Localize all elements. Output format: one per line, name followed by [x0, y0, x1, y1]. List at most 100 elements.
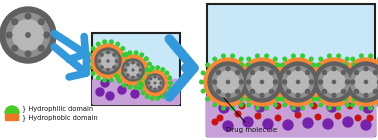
Circle shape — [127, 64, 129, 66]
Circle shape — [235, 89, 239, 93]
Circle shape — [115, 62, 118, 66]
Circle shape — [296, 93, 300, 97]
Circle shape — [283, 80, 287, 84]
Circle shape — [247, 103, 251, 107]
Text: } Hydrophobic domain: } Hydrophobic domain — [22, 115, 98, 121]
Circle shape — [44, 32, 50, 38]
Circle shape — [319, 57, 322, 61]
Circle shape — [351, 103, 355, 107]
Circle shape — [150, 96, 154, 100]
Circle shape — [6, 32, 12, 38]
Circle shape — [280, 63, 284, 67]
Circle shape — [126, 78, 134, 86]
Circle shape — [246, 97, 250, 101]
Circle shape — [39, 19, 44, 24]
Circle shape — [114, 68, 117, 72]
Circle shape — [255, 113, 261, 119]
Circle shape — [355, 71, 377, 93]
Circle shape — [260, 93, 264, 97]
Circle shape — [235, 71, 239, 75]
Circle shape — [12, 19, 17, 24]
Circle shape — [328, 106, 331, 110]
Circle shape — [145, 79, 148, 83]
Circle shape — [122, 53, 126, 57]
Circle shape — [103, 40, 107, 44]
Circle shape — [148, 74, 151, 78]
Circle shape — [291, 102, 301, 112]
Circle shape — [6, 13, 50, 57]
Circle shape — [212, 66, 243, 98]
Circle shape — [345, 103, 349, 107]
Circle shape — [213, 57, 217, 61]
Circle shape — [303, 118, 313, 128]
Circle shape — [222, 106, 225, 110]
Bar — [207, 4, 375, 136]
Circle shape — [355, 115, 361, 121]
Circle shape — [355, 71, 358, 74]
Circle shape — [118, 86, 126, 94]
Circle shape — [328, 54, 331, 58]
Circle shape — [377, 80, 378, 84]
Circle shape — [235, 111, 241, 117]
Circle shape — [295, 112, 301, 118]
Circle shape — [338, 80, 341, 84]
Circle shape — [151, 79, 159, 87]
Circle shape — [307, 89, 311, 93]
Circle shape — [96, 42, 100, 46]
Circle shape — [124, 52, 128, 56]
Circle shape — [217, 71, 239, 93]
Circle shape — [291, 106, 295, 110]
Circle shape — [161, 95, 164, 98]
Circle shape — [240, 63, 243, 67]
Circle shape — [332, 93, 336, 97]
Circle shape — [101, 54, 115, 68]
Circle shape — [355, 89, 358, 94]
Circle shape — [367, 115, 373, 121]
Circle shape — [311, 103, 317, 109]
Circle shape — [337, 54, 341, 58]
Circle shape — [251, 71, 273, 93]
Circle shape — [116, 76, 119, 80]
Circle shape — [169, 81, 172, 85]
Circle shape — [158, 86, 160, 88]
Circle shape — [276, 97, 279, 101]
Circle shape — [168, 76, 171, 80]
Circle shape — [363, 103, 373, 113]
Circle shape — [359, 54, 363, 58]
Circle shape — [342, 58, 378, 106]
Circle shape — [132, 69, 134, 71]
Circle shape — [110, 78, 113, 82]
Circle shape — [322, 89, 327, 94]
Circle shape — [283, 103, 287, 107]
Circle shape — [140, 53, 144, 57]
Circle shape — [305, 89, 310, 94]
Circle shape — [154, 88, 156, 90]
Circle shape — [351, 80, 355, 84]
Circle shape — [323, 71, 345, 93]
Circle shape — [127, 64, 139, 76]
Circle shape — [234, 80, 237, 84]
Circle shape — [148, 76, 162, 90]
Circle shape — [296, 80, 300, 84]
Circle shape — [107, 68, 109, 71]
Wedge shape — [5, 106, 19, 113]
Circle shape — [132, 76, 134, 79]
Circle shape — [283, 120, 293, 130]
Circle shape — [128, 85, 132, 89]
Circle shape — [103, 78, 107, 82]
Circle shape — [217, 115, 223, 121]
Circle shape — [96, 76, 100, 80]
Circle shape — [101, 53, 103, 56]
Circle shape — [310, 57, 313, 61]
Circle shape — [156, 66, 160, 70]
Circle shape — [140, 83, 144, 87]
Circle shape — [316, 63, 320, 67]
Circle shape — [142, 70, 168, 96]
Circle shape — [110, 40, 113, 44]
Circle shape — [339, 89, 343, 93]
Circle shape — [271, 71, 275, 75]
Circle shape — [98, 51, 118, 71]
Circle shape — [165, 91, 169, 95]
Circle shape — [337, 106, 341, 110]
Circle shape — [118, 79, 121, 83]
